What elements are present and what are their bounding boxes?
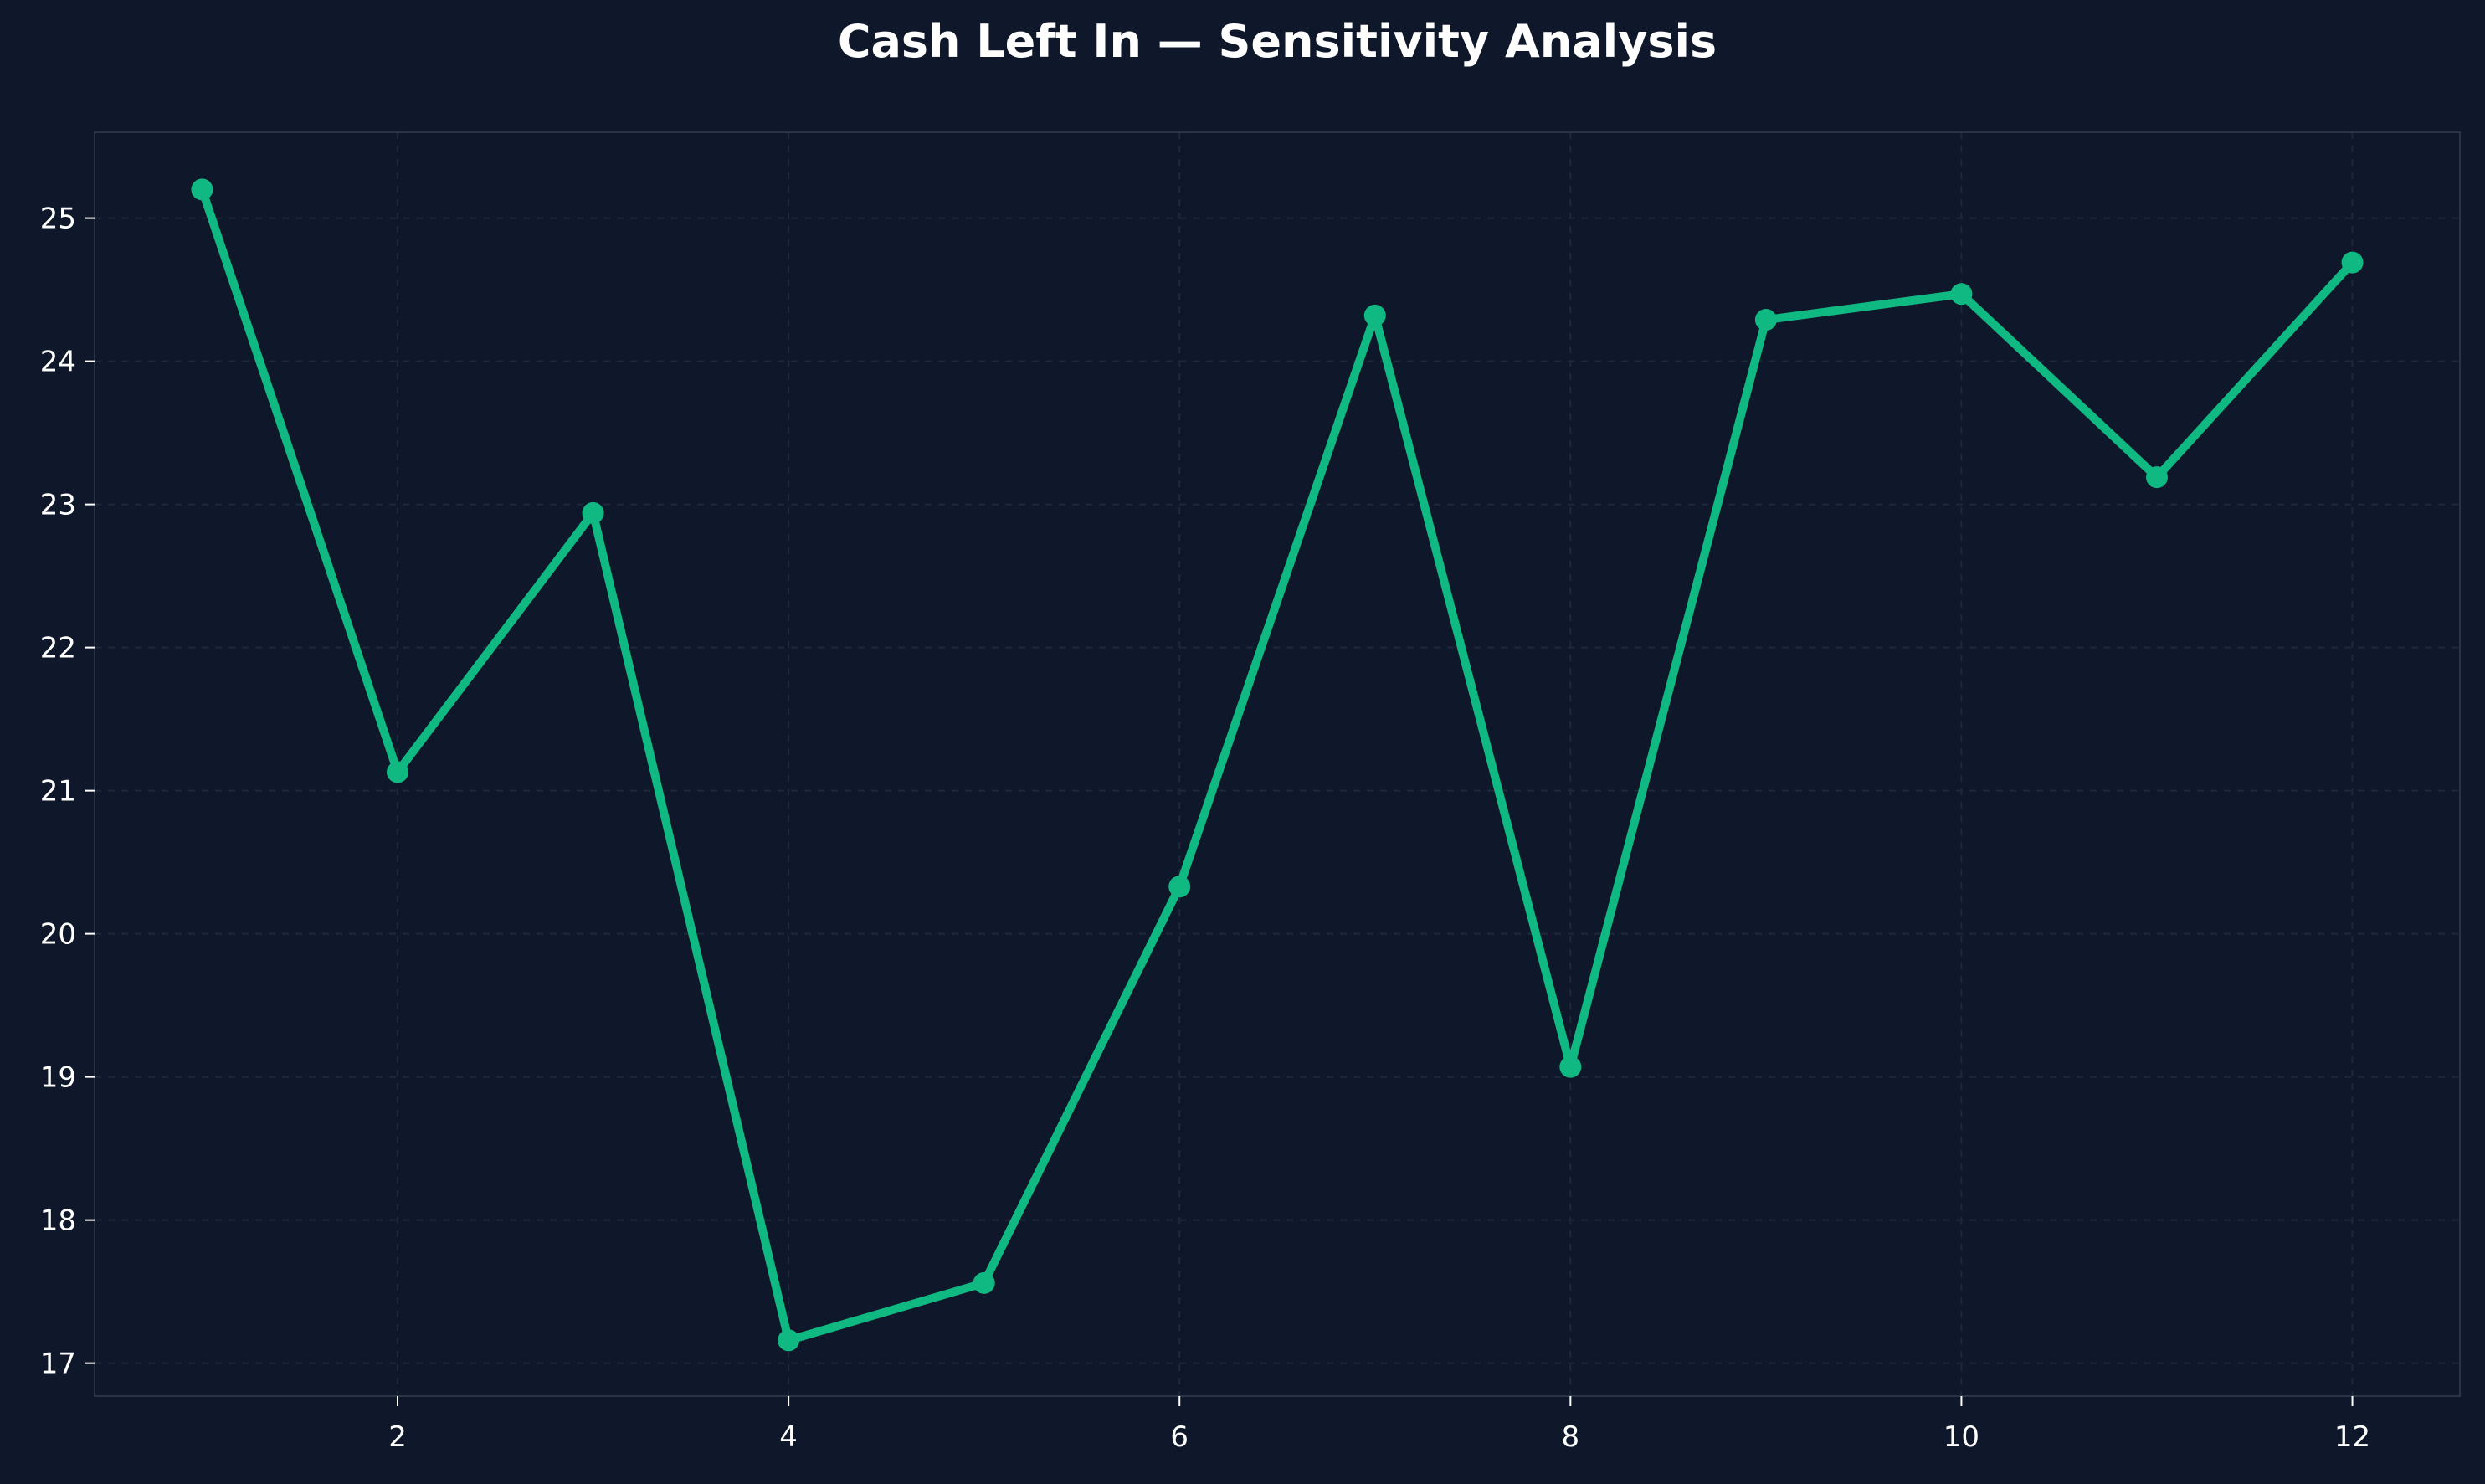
y-tick-label: 17 bbox=[40, 1348, 76, 1381]
chart-title: Cash Left In — Sensitivity Analysis bbox=[838, 15, 1717, 68]
x-tick-label: 10 bbox=[1943, 1420, 1979, 1454]
plot-area-frame bbox=[94, 131, 2461, 1397]
x-axis: 2 4 6 8 10 12 bbox=[388, 1396, 2370, 1454]
y-tick-label: 18 bbox=[40, 1204, 76, 1238]
series-line bbox=[198, 185, 2357, 1345]
data-point bbox=[1950, 283, 1973, 306]
data-point bbox=[1754, 309, 1777, 331]
data-point bbox=[1168, 876, 1191, 898]
x-tick-label: 6 bbox=[1170, 1420, 1189, 1454]
x-tick-label: 12 bbox=[2334, 1420, 2370, 1454]
series-points bbox=[191, 178, 2364, 1352]
y-tick-label: 24 bbox=[40, 346, 76, 379]
y-axis: 17 18 19 20 21 22 23 24 25 bbox=[40, 203, 95, 1381]
data-point bbox=[973, 1271, 995, 1294]
x-tick-label: 8 bbox=[1562, 1420, 1580, 1454]
y-tick-label: 23 bbox=[40, 489, 76, 522]
series-line-path bbox=[198, 185, 2357, 1345]
data-point bbox=[2145, 466, 2168, 489]
data-point bbox=[1363, 304, 1386, 326]
y-tick-label: 25 bbox=[40, 203, 76, 236]
data-point bbox=[387, 761, 409, 783]
y-tick-label: 20 bbox=[40, 918, 76, 952]
y-tick-label: 19 bbox=[40, 1061, 76, 1095]
data-point bbox=[582, 501, 604, 524]
y-tick-label: 22 bbox=[40, 632, 76, 665]
data-point bbox=[1559, 1055, 1582, 1078]
y-tick-label: 21 bbox=[40, 775, 76, 809]
data-point bbox=[778, 1329, 800, 1352]
x-tick-label: 4 bbox=[779, 1420, 798, 1454]
data-point bbox=[2341, 251, 2364, 274]
x-tick-label: 2 bbox=[388, 1420, 407, 1454]
data-point bbox=[191, 178, 213, 201]
